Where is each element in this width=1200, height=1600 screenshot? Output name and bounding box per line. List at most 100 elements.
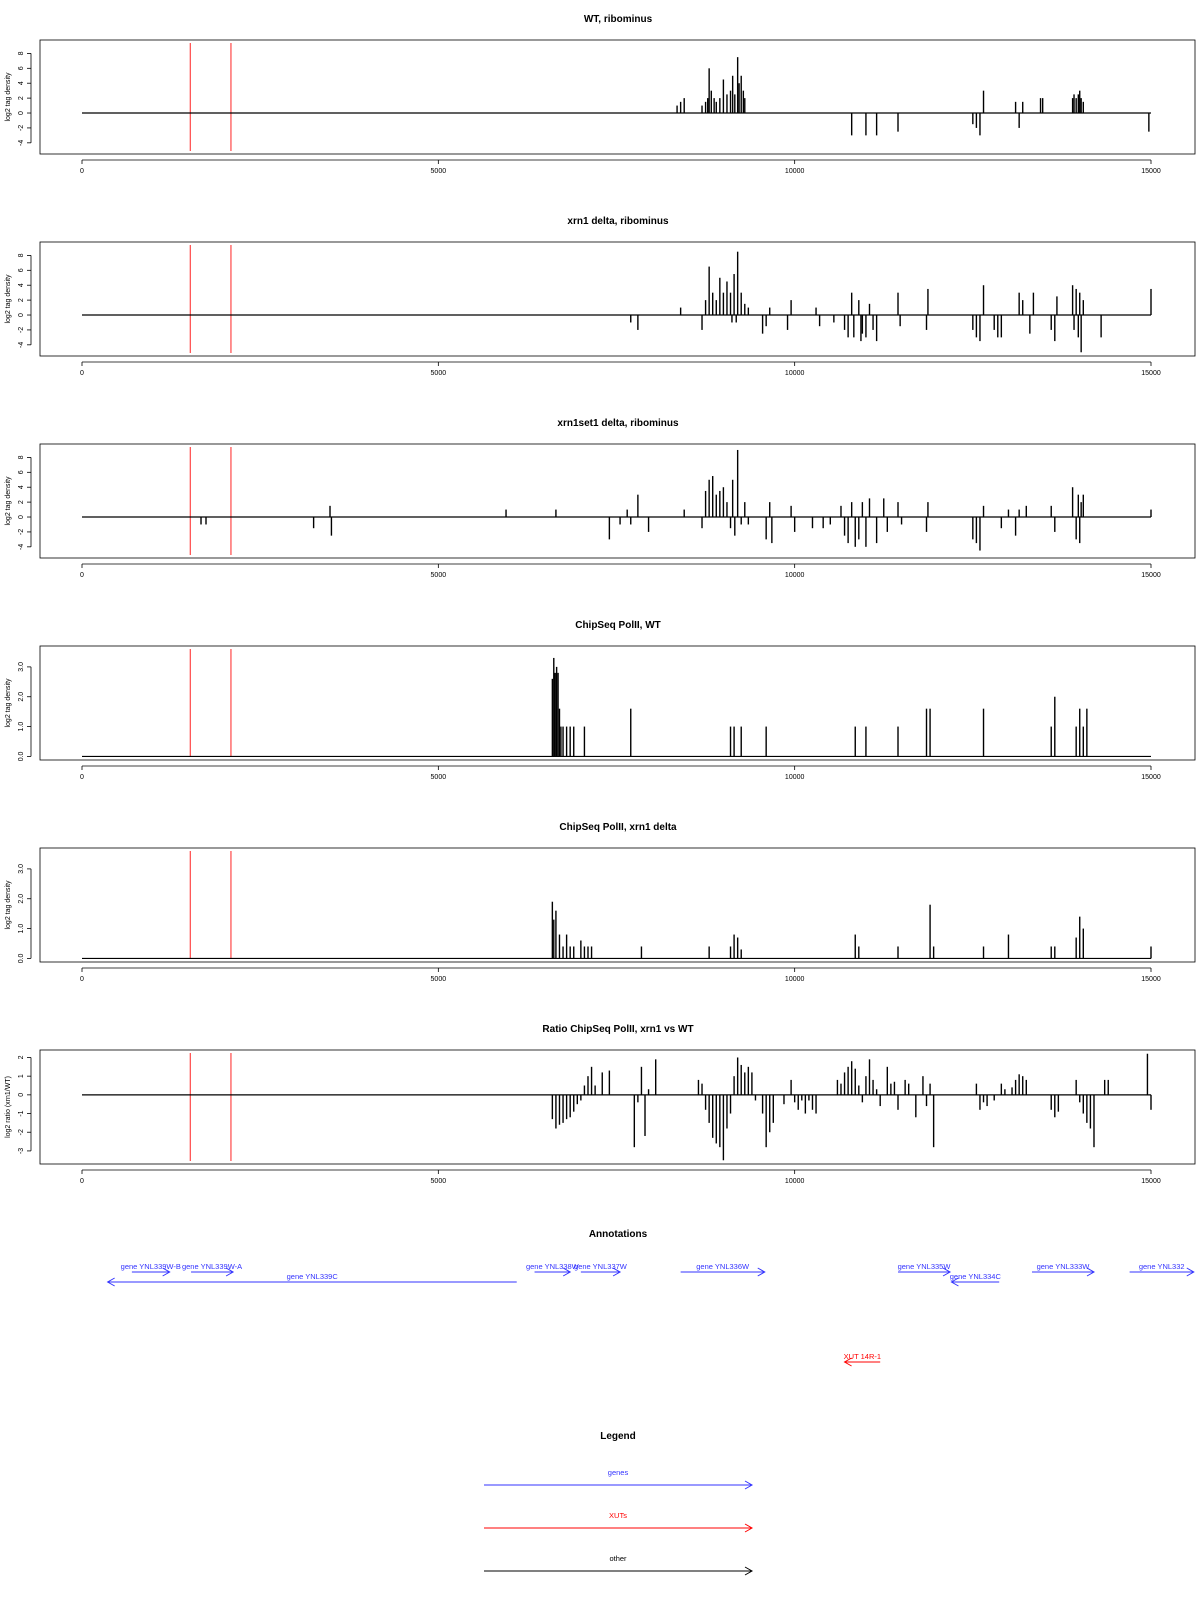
gene-label: gene YNL338W (526, 1262, 580, 1271)
x-tick-label: 0 (80, 572, 84, 579)
gene-label: gene YNL339W-A (182, 1262, 242, 1271)
xut-label: XUT 14R-1 (844, 1352, 881, 1361)
gene-arrow: gene YNL339C (106, 1272, 517, 1287)
gene-label: gene YNL336W (696, 1262, 750, 1271)
chart-panel: Ratio ChipSeq PolII, xrn1 vs WT -3 -2 -1 0 1 2… (5, 1024, 1196, 1185)
legend-label: genes (608, 1468, 629, 1477)
chart-title: ChipSeq PolII, WT (575, 620, 661, 631)
chart-title: Ratio ChipSeq PolII, xrn1 vs WT (542, 1024, 693, 1035)
annotations-title: Annotations (589, 1229, 648, 1240)
gene-arrow: gene YNL333W (1031, 1262, 1095, 1277)
x-tick-label: 10000 (785, 976, 805, 983)
gene-arrow: gene YNL332 (1129, 1262, 1195, 1277)
y-axis-label: log2 tag density (5, 678, 12, 728)
legend-title: Legend (600, 1431, 636, 1442)
gene-label: gene YNL334C (950, 1272, 1002, 1281)
chart-panel: ChipSeq PolII, xrn1 delta 0.0 1.0 2.0 3.0 log… (5, 822, 1196, 983)
chart-title: WT, ribominus (584, 14, 653, 25)
y-tick-label: 0.0 (18, 751, 25, 761)
plot-frame (39, 847, 1196, 963)
y-tick-label: 6 (18, 66, 25, 70)
y-tick-label: 0 (18, 515, 25, 519)
y-tick-label: 0.0 (18, 953, 25, 963)
plot-frame (39, 39, 1196, 155)
y-axis-label: log2 tag density (5, 476, 12, 526)
x-tick-label: 0 (80, 774, 84, 781)
y-tick-label: -3 (18, 1148, 25, 1154)
chart-panel: xrn1set1 delta, ribominus -4 -2 0 2 4 6 8 log2 t… (5, 418, 1196, 579)
gene-arrow: gene YNL337W (574, 1262, 628, 1277)
y-tick-label: 6 (18, 470, 25, 474)
y-tick-label: 4 (18, 485, 25, 489)
y-axis-label: log2 tag density (5, 880, 12, 930)
x-tick-label: 10000 (785, 572, 805, 579)
y-tick-label: 0 (18, 313, 25, 317)
chart-panel: WT, ribominus -4 -2 0 2 4 6 8 log2 tag density 0 5… (5, 14, 1196, 175)
y-tick-label: -4 (18, 140, 25, 146)
annotations-panel: Annotations gene YNL339W-B gene YNL339W-A… (106, 1229, 1195, 1367)
y-tick-label: -1 (18, 1110, 25, 1116)
y-tick-label: -2 (18, 125, 25, 131)
x-tick-label: 0 (80, 370, 84, 377)
x-tick-label: 10000 (785, 1178, 805, 1185)
y-tick-label: 8 (18, 455, 25, 459)
x-tick-label: 15000 (1141, 976, 1161, 983)
gene-arrow: gene YNL335W (898, 1262, 951, 1277)
y-tick-label: 2 (18, 96, 25, 100)
y-tick-label: 0 (18, 1093, 25, 1097)
x-tick-label: 0 (80, 168, 84, 175)
chart-title: xrn1set1 delta, ribominus (557, 418, 679, 429)
chart-panel: ChipSeq PolII, WT 0.0 1.0 2.0 3.0 log2 tag de… (5, 620, 1196, 781)
y-tick-label: 3.0 (18, 662, 25, 672)
y-tick-label: 2 (18, 298, 25, 302)
x-tick-label: 10000 (785, 774, 805, 781)
y-tick-label: 2 (18, 1055, 25, 1059)
gene-label: gene YNL337W (574, 1262, 628, 1271)
chart-title: xrn1 delta, ribominus (567, 216, 669, 227)
y-axis-label: log2 tag density (5, 274, 12, 324)
y-tick-label: 1 (18, 1074, 25, 1078)
chart-panel: xrn1 delta, ribominus -4 -2 0 2 4 6 8 log2 tag d… (5, 216, 1196, 377)
gene-label: gene YNL332 (1139, 1262, 1185, 1271)
y-tick-label: 3.0 (18, 864, 25, 874)
y-axis-label: log2 ratio (xrn1/WT) (5, 1076, 12, 1138)
x-tick-label: 15000 (1141, 370, 1161, 377)
y-tick-label: 2.0 (18, 692, 25, 702)
x-tick-label: 0 (80, 1178, 84, 1185)
y-axis-label: log2 tag density (5, 72, 12, 122)
plot-frame (39, 645, 1196, 761)
gene-arrow: gene YNL338W (526, 1262, 580, 1277)
x-tick-label: 10000 (785, 370, 805, 377)
gene-arrow: gene YNL334C (950, 1272, 1002, 1287)
legend-label: other (609, 1554, 627, 1563)
y-tick-label: -4 (18, 342, 25, 348)
plot-frame (39, 443, 1196, 559)
x-tick-label: 10000 (785, 168, 805, 175)
x-tick-label: 15000 (1141, 1178, 1161, 1185)
y-tick-label: -2 (18, 529, 25, 535)
gene-arrow: gene YNL339W-A (182, 1262, 242, 1277)
chart-title: ChipSeq PolII, xrn1 delta (559, 822, 677, 833)
y-tick-label: 8 (18, 253, 25, 257)
y-tick-label: 6 (18, 268, 25, 272)
x-tick-label: 15000 (1141, 168, 1161, 175)
x-tick-label: 0 (80, 976, 84, 983)
y-tick-label: 2.0 (18, 894, 25, 904)
y-tick-label: 8 (18, 51, 25, 55)
y-tick-label: 0 (18, 111, 25, 115)
x-tick-label: 5000 (431, 976, 447, 983)
y-tick-label: 4 (18, 283, 25, 287)
x-tick-label: 15000 (1141, 774, 1161, 781)
x-tick-label: 5000 (431, 370, 447, 377)
gene-label: gene YNL333W (1037, 1262, 1091, 1271)
legend-arrow-other: other (484, 1554, 754, 1576)
x-tick-label: 5000 (431, 168, 447, 175)
legend-label: XUTs (609, 1511, 627, 1520)
y-tick-label: -2 (18, 1129, 25, 1135)
y-tick-label: -4 (18, 544, 25, 550)
plot-frame (39, 1049, 1196, 1165)
legend-arrow-gene: genes (484, 1468, 754, 1490)
xut-arrow: XUT 14R-1 (843, 1352, 881, 1367)
gene-arrow: gene YNL336W (680, 1262, 766, 1277)
x-tick-label: 5000 (431, 572, 447, 579)
